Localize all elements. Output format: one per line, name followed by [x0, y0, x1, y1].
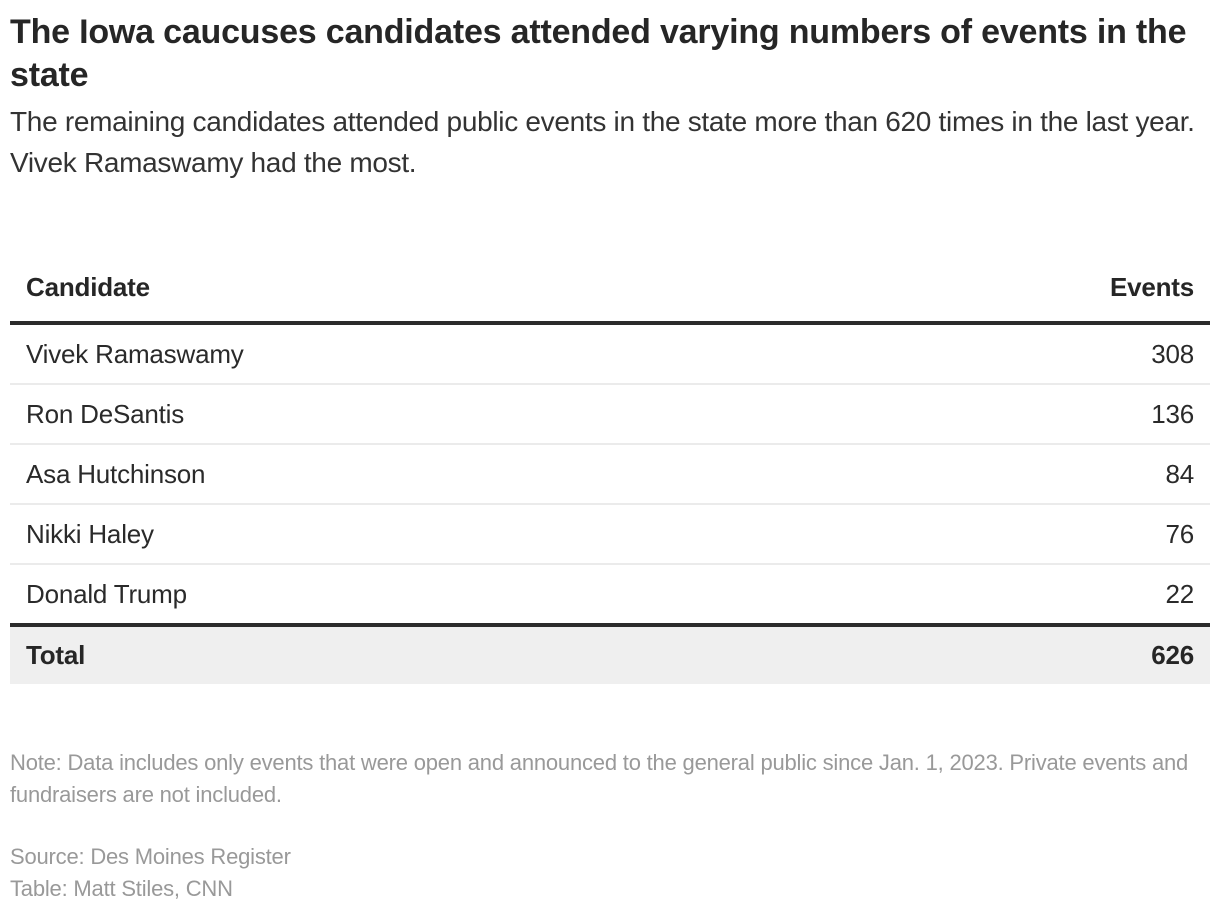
credit-line: Table: Matt Stiles, CNN	[10, 876, 233, 901]
table-row: Nikki Haley 76	[10, 504, 1210, 565]
column-header-candidate: Candidate	[10, 253, 830, 325]
candidate-cell: Asa Hutchinson	[10, 444, 830, 505]
candidate-cell: Vivek Ramaswamy	[10, 323, 830, 385]
total-value: 626	[829, 623, 1210, 684]
table-row: Asa Hutchinson 84	[10, 444, 1210, 505]
header-row: Candidate Events	[10, 253, 1210, 325]
candidate-cell: Nikki Haley	[10, 504, 830, 565]
events-cell: 84	[829, 444, 1210, 505]
table-row: Vivek Ramaswamy 308	[10, 323, 1210, 385]
total-row: Total 626	[10, 623, 1210, 684]
data-note: Note: Data includes only events that wer…	[10, 750, 1189, 807]
table-body: Vivek Ramaswamy 308 Ron DeSantis 136 Asa…	[10, 323, 1210, 625]
candidate-cell: Donald Trump	[26, 578, 187, 609]
events-cell: 22	[1165, 578, 1194, 609]
source-line: Source: Des Moines Register	[10, 844, 291, 869]
events-cell: 136	[829, 384, 1210, 445]
footnotes: Note: Data includes only events that wer…	[10, 747, 1220, 905]
table-row: Ron DeSantis 136	[10, 384, 1210, 445]
events-cell: 76	[829, 504, 1210, 565]
candidate-cell: Ron DeSantis	[10, 384, 830, 445]
column-header-events: Events	[829, 253, 1210, 325]
events-cell: 308	[829, 323, 1210, 385]
table-row: Donald Trump 22	[10, 564, 1210, 625]
events-table: Candidate Events Vivek Ramaswamy 308 Ron…	[10, 253, 1210, 684]
table-graphic: The Iowa caucuses candidates attended va…	[10, 0, 1210, 901]
table-footer: Total 626	[10, 623, 1210, 684]
table-header: Candidate Events	[10, 253, 1210, 325]
total-label: Total	[10, 623, 830, 684]
page-title: The Iowa caucuses candidates attended va…	[10, 13, 1187, 94]
subtitle: The remaining candidates attended public…	[10, 106, 1195, 178]
